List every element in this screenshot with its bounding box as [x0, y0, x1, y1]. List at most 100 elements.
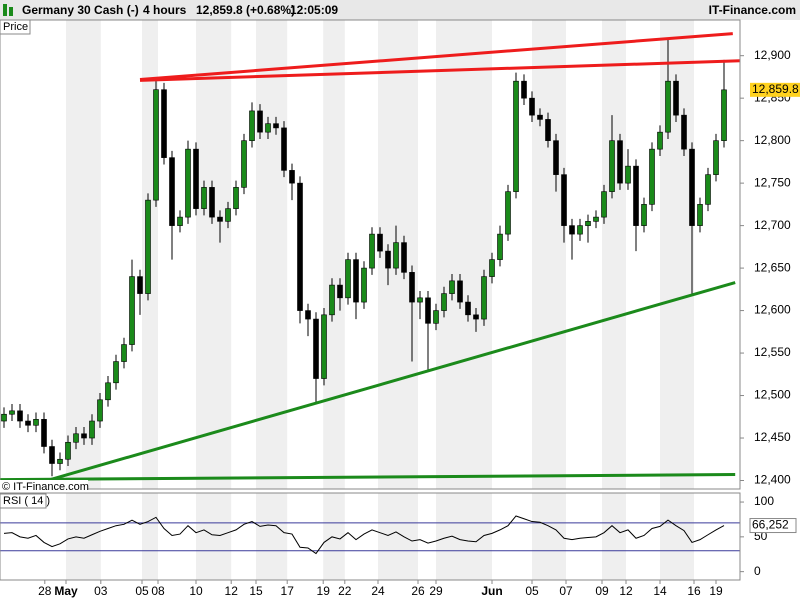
- candle-body: [201, 187, 207, 209]
- candle-body: [345, 259, 351, 299]
- x-tick-label: 05: [525, 584, 539, 598]
- candle-body: [297, 182, 303, 311]
- day-band: [256, 493, 288, 580]
- x-tick-label: 29: [429, 584, 443, 598]
- y-tick-label: 12,400: [754, 473, 791, 487]
- x-tick-label: Jun: [481, 584, 502, 598]
- candle-body: [145, 199, 151, 294]
- candle-body: [137, 276, 143, 294]
- x-tick-label: 07: [559, 584, 573, 598]
- candle-body: [625, 165, 631, 184]
- rsi-title: RSI ( 14 ): [3, 495, 50, 507]
- candle-body: [385, 250, 391, 269]
- candle-body: [713, 140, 719, 175]
- time: 12:05:09: [290, 3, 338, 17]
- candle-body: [553, 140, 559, 175]
- candle-body: [641, 204, 647, 226]
- candle-body: [505, 191, 511, 235]
- x-tick-label: 14: [653, 584, 667, 598]
- price-tab-label: Price: [3, 21, 28, 33]
- header-bar: [0, 0, 800, 20]
- x-tick-label: May: [54, 584, 78, 598]
- candle-body: [105, 382, 111, 401]
- day-band: [66, 493, 101, 580]
- trendline: [139, 32, 733, 81]
- x-tick-label: 12: [619, 584, 633, 598]
- candle-body: [617, 140, 623, 184]
- timeframe: 4 hours: [143, 3, 187, 17]
- day-band: [436, 20, 492, 489]
- day-band: [256, 20, 288, 489]
- candle-body: [265, 123, 271, 133]
- x-tick-label: 05: [135, 584, 149, 598]
- y-tick-label: 0: [754, 564, 761, 578]
- candle-body: [561, 174, 567, 226]
- y-tick-label: 12,800: [754, 133, 791, 147]
- candle-body: [97, 399, 103, 422]
- candle-body: [121, 344, 127, 362]
- day-band: [378, 493, 418, 580]
- day-band: [196, 493, 232, 580]
- day-band: [532, 20, 566, 489]
- x-tick-label: 10: [189, 584, 203, 598]
- candle-body: [17, 410, 23, 422]
- x-tick-label: 08: [151, 584, 165, 598]
- candle-body: [697, 204, 703, 226]
- day-band: [436, 493, 492, 580]
- y-tick-label: 12,500: [754, 388, 791, 402]
- candle-body: [185, 148, 191, 218]
- logo: [3, 4, 13, 16]
- candle-body: [249, 110, 255, 141]
- y-tick-label: 100: [754, 494, 774, 508]
- y-tick-label: 12,900: [754, 48, 791, 62]
- candle-body: [609, 140, 615, 192]
- candle-body: [233, 187, 239, 209]
- candle-body: [57, 458, 63, 464]
- x-tick-label: 28: [38, 584, 52, 598]
- x-tick-label: 12: [225, 584, 239, 598]
- instrument: Germany 30 Cash (-): [22, 3, 139, 17]
- candle-body: [289, 170, 295, 184]
- candle-body: [473, 314, 479, 320]
- y-tick-label: 12,450: [754, 430, 791, 444]
- trendline: [139, 59, 741, 82]
- candle-body: [321, 314, 327, 379]
- candle-body: [49, 446, 55, 464]
- candle-body: [457, 280, 463, 303]
- candle-body: [577, 225, 583, 235]
- candle-body: [369, 233, 375, 269]
- day-band: [602, 493, 626, 580]
- candle-body: [41, 419, 47, 447]
- candle-body: [673, 80, 679, 116]
- candle-body: [513, 80, 519, 192]
- last-price-label: 12,859.8: [752, 82, 799, 96]
- candle-body: [417, 297, 423, 303]
- x-tick-label: 26: [411, 584, 425, 598]
- candle-body: [313, 318, 319, 379]
- candle-body: [657, 131, 663, 150]
- x-tick-label: 15: [249, 584, 263, 598]
- candle-body: [89, 420, 95, 439]
- candle-body: [113, 361, 119, 384]
- day-band: [196, 20, 232, 489]
- candle-body: [81, 433, 87, 439]
- candle-body: [209, 187, 215, 218]
- candle-body: [161, 89, 167, 158]
- day-band: [323, 493, 345, 580]
- candle-body: [545, 119, 551, 141]
- candle-body: [569, 225, 575, 235]
- candle-body: [73, 433, 79, 443]
- x-tick-label: 03: [94, 584, 108, 598]
- candle-body: [441, 293, 447, 311]
- trendline: [0, 473, 736, 482]
- candle-body: [393, 242, 399, 269]
- rsi-tab: [0, 493, 47, 509]
- candle-body: [193, 148, 199, 209]
- candle-body: [177, 216, 183, 226]
- candle-body: [633, 165, 639, 226]
- rsi-line: [3, 515, 725, 555]
- plot-area: [0, 32, 741, 555]
- last-price-box: [750, 82, 800, 97]
